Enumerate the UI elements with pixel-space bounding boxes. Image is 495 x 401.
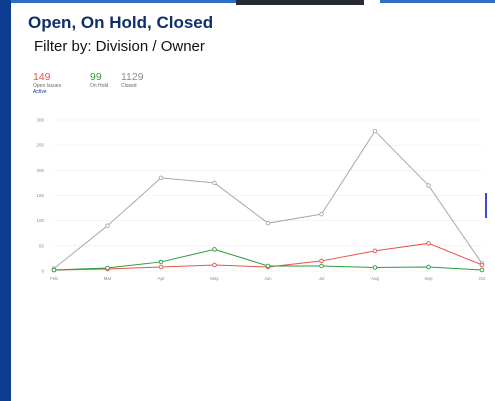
data-point-closed[interactable] [105, 223, 110, 228]
y-tick-label: 0 [41, 269, 44, 274]
data-point-on_hold[interactable] [105, 265, 110, 271]
x-tick-label: Apr [157, 276, 165, 281]
data-point-open[interactable] [372, 248, 378, 254]
y-tick-label: 200 [36, 168, 44, 173]
data-point-on_hold[interactable] [319, 263, 324, 269]
open-issues-label: Open Issues [33, 83, 62, 89]
on-hold-card[interactable]: 99 On Hold [90, 71, 108, 89]
data-point-closed[interactable] [265, 220, 271, 226]
closed-label: Closed [121, 83, 137, 89]
data-point-open[interactable] [319, 258, 324, 264]
data-point-closed[interactable] [319, 211, 324, 217]
x-tick-label: Aug [371, 276, 380, 281]
data-point-on_hold[interactable] [426, 264, 431, 270]
data-point-on_hold[interactable] [265, 263, 271, 269]
data-point-closed[interactable] [212, 180, 217, 186]
x-tick-label: Jun [264, 276, 272, 281]
data-point-on_hold[interactable] [372, 265, 378, 270]
x-tick-label: Jul [319, 276, 325, 281]
y-tick-label: 300 [36, 118, 44, 123]
data-point-closed[interactable] [158, 175, 164, 181]
active-link[interactable]: Active [33, 89, 47, 95]
filter-label: Filter by: Division / Owner [34, 38, 205, 55]
data-point-closed[interactable] [426, 183, 431, 188]
top-tab-strip [380, 0, 495, 3]
closed-count: 1129 [121, 71, 144, 83]
top-tab-strip-active[interactable] [236, 0, 364, 5]
on-hold-label: On Hold [90, 83, 109, 89]
y-tick-label: 250 [36, 143, 44, 148]
closed-card[interactable]: 1129 Closed [121, 71, 144, 89]
y-tick-label: 100 [36, 218, 44, 223]
data-point-on_hold[interactable] [479, 267, 485, 273]
on-hold-count: 99 [90, 71, 102, 83]
scroll-handle[interactable] [485, 193, 487, 218]
data-point-open[interactable] [479, 262, 485, 268]
x-axis-ticks: Feb Mar Apr May Jun Jul Aug Sep Oct [50, 276, 486, 281]
data-point-on_hold[interactable] [212, 247, 217, 252]
data-point-on_hold[interactable] [51, 267, 57, 273]
open-issues-card[interactable]: 149 Open Issues Active [33, 71, 61, 96]
series-line-closed [53, 130, 483, 269]
page-title: Open, On Hold, Closed [28, 13, 214, 32]
left-navigation-rail [0, 0, 11, 401]
x-tick-label: Mar [104, 276, 112, 281]
y-tick-label: 150 [36, 193, 44, 198]
data-point-closed[interactable] [372, 128, 378, 134]
y-axis-ticks: 0 50 100 150 200 250 300 [36, 118, 44, 274]
chart-grid [54, 119, 482, 272]
chart-series [51, 128, 485, 273]
data-point-open[interactable] [426, 241, 431, 246]
x-tick-label: Oct [478, 276, 486, 281]
x-tick-label: Feb [50, 276, 58, 281]
x-tick-label: May [210, 276, 219, 281]
data-point-open[interactable] [212, 262, 217, 268]
open-issues-count: 149 [33, 71, 51, 83]
x-tick-label: Sep [424, 276, 433, 281]
top-tab-strip [11, 0, 236, 3]
data-point-on_hold[interactable] [158, 259, 164, 265]
y-tick-label: 50 [39, 243, 45, 248]
data-point-open[interactable] [158, 264, 164, 270]
